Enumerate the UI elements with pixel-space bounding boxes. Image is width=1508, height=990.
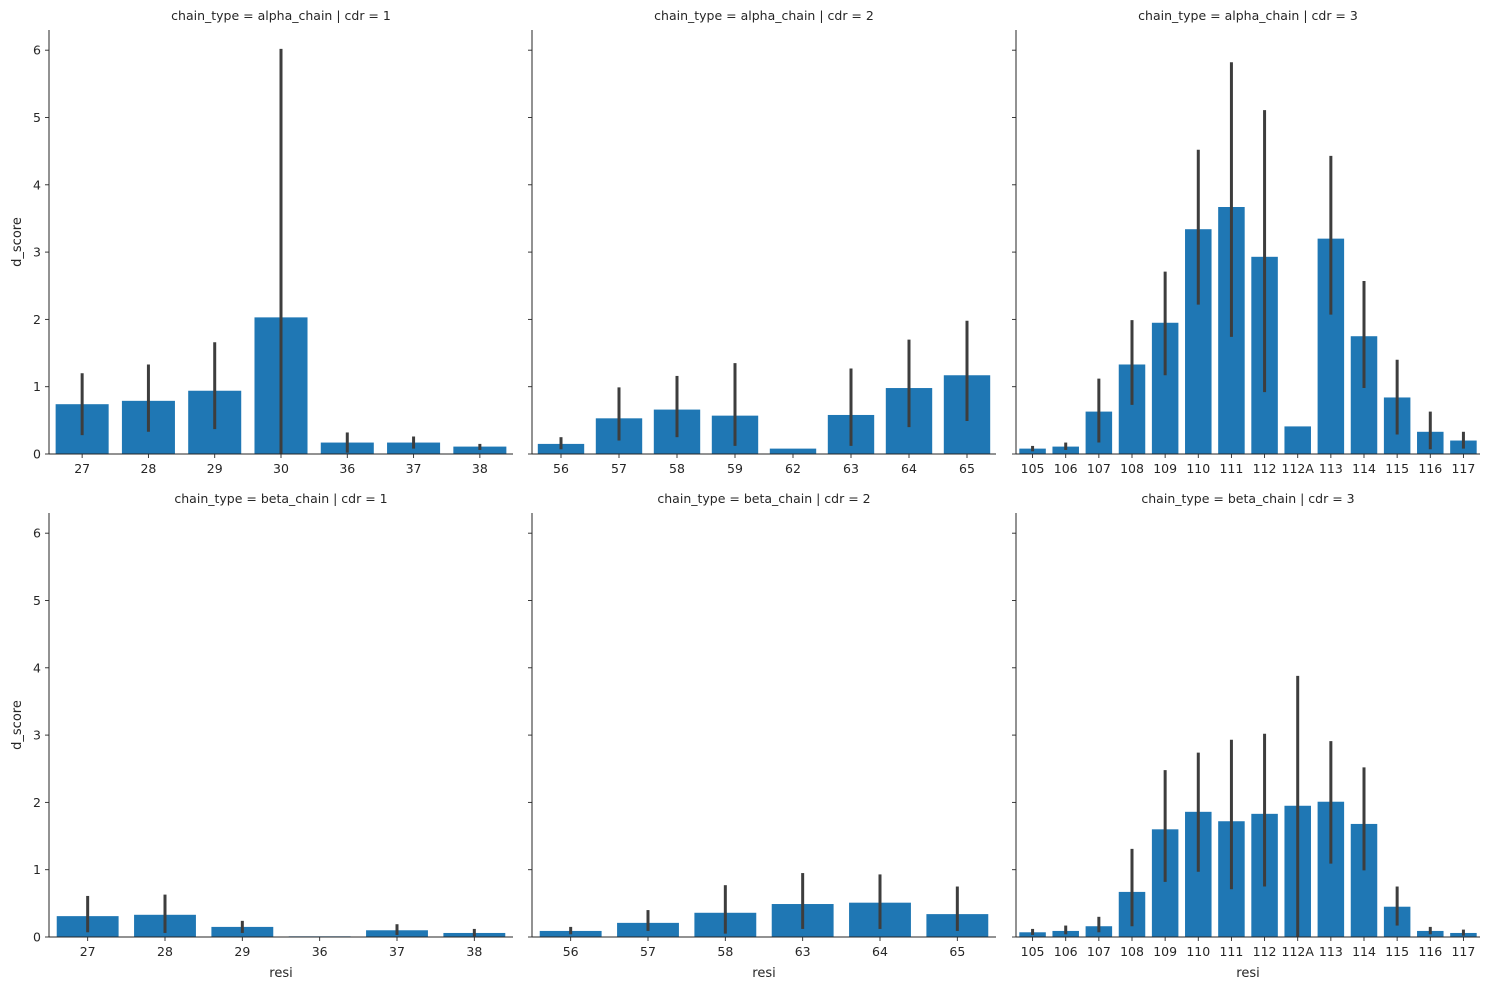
x-tick-label-112A: 112A [1282, 461, 1315, 476]
x-tick-label-37: 37 [406, 461, 422, 476]
bar-38 [453, 446, 507, 454]
facet-title: chain_type = alpha_chain | cdr = 3 [1138, 8, 1358, 23]
bar-106 [1052, 446, 1079, 454]
facet-panel-5: chain_type = beta_chain | cdr = 2 56 57 58 6… [528, 491, 996, 981]
facet-panel-4: chain_type = beta_chain | cdr = 1 27 28 29 3… [10, 491, 513, 981]
x-tick-label-29: 29 [207, 461, 223, 476]
y-tick-label-2: 2 [33, 312, 41, 327]
x-tick-label-108: 108 [1120, 944, 1144, 959]
x-tick-label-110: 110 [1186, 944, 1210, 959]
x-tick-label-108: 108 [1120, 461, 1144, 476]
y-tick-label-4: 4 [33, 660, 41, 675]
x-tick-label-114: 114 [1352, 461, 1376, 476]
facet-grid: chain_type = alpha_chain | cdr = 1 27 28 29… [10, 8, 1480, 981]
x-tick-label-63: 63 [795, 944, 811, 959]
x-tick-label-64: 64 [872, 944, 888, 959]
y-tick-label-5: 5 [33, 110, 41, 125]
x-tick-label-28: 28 [157, 944, 173, 959]
x-tick-label-115: 115 [1385, 461, 1409, 476]
x-tick-label-62: 62 [785, 461, 801, 476]
y-axis-label: d_score [10, 217, 25, 267]
x-tick-label-111: 111 [1219, 461, 1243, 476]
x-tick-label-107: 107 [1087, 944, 1111, 959]
facet-title: chain_type = beta_chain | cdr = 1 [174, 491, 387, 506]
x-tick-label-106: 106 [1054, 944, 1078, 959]
x-tick-label-107: 107 [1087, 461, 1111, 476]
facet-panel-6: chain_type = beta_chain | cdr = 3 105 106 1… [1012, 491, 1480, 981]
bar-62 [769, 448, 817, 454]
x-tick-label-36: 36 [339, 461, 355, 476]
x-tick-label-105: 105 [1021, 461, 1045, 476]
x-tick-label-109: 109 [1153, 944, 1177, 959]
x-tick-label-115: 115 [1385, 944, 1409, 959]
x-tick-label-38: 38 [472, 461, 488, 476]
x-tick-label-117: 117 [1451, 944, 1475, 959]
x-tick-label-114: 114 [1352, 944, 1376, 959]
x-tick-label-38: 38 [466, 944, 482, 959]
y-tick-label-1: 1 [33, 379, 41, 394]
facet-panel-3: chain_type = alpha_chain | cdr = 3 105 106… [1012, 8, 1480, 476]
x-tick-label-30: 30 [273, 461, 289, 476]
facet-title: chain_type = alpha_chain | cdr = 1 [171, 8, 391, 23]
y-tick-label-6: 6 [33, 43, 41, 58]
x-tick-label-112: 112 [1253, 461, 1277, 476]
facet-panel-1: chain_type = alpha_chain | cdr = 1 27 28 29… [10, 8, 513, 476]
x-tick-label-111: 111 [1219, 944, 1243, 959]
x-tick-label-56: 56 [563, 944, 579, 959]
x-tick-label-27: 27 [80, 944, 96, 959]
x-tick-label-106: 106 [1054, 461, 1078, 476]
y-tick-label-2: 2 [33, 795, 41, 810]
x-tick-label-65: 65 [949, 944, 965, 959]
y-tick-label-4: 4 [33, 177, 41, 192]
x-tick-label-64: 64 [901, 461, 917, 476]
facet-title: chain_type = beta_chain | cdr = 3 [1141, 491, 1354, 506]
facet-title: chain_type = beta_chain | cdr = 2 [657, 491, 870, 506]
y-tick-label-0: 0 [33, 930, 41, 945]
x-tick-label-58: 58 [717, 944, 733, 959]
x-tick-label-57: 57 [640, 944, 656, 959]
x-tick-label-29: 29 [234, 944, 250, 959]
y-tick-label-1: 1 [33, 862, 41, 877]
x-tick-label-56: 56 [553, 461, 569, 476]
x-tick-label-116: 116 [1418, 461, 1442, 476]
facet-panel-2: chain_type = alpha_chain | cdr = 2 56 57 58… [528, 8, 996, 476]
x-tick-label-36: 36 [312, 944, 328, 959]
x-tick-label-28: 28 [140, 461, 156, 476]
y-axis-label: d_score [10, 700, 25, 750]
x-tick-label-63: 63 [843, 461, 859, 476]
x-tick-label-117: 117 [1451, 461, 1475, 476]
x-tick-label-57: 57 [611, 461, 627, 476]
x-axis-label: resi [1236, 966, 1259, 981]
x-tick-label-116: 116 [1418, 944, 1442, 959]
x-tick-label-59: 59 [727, 461, 743, 476]
y-tick-label-5: 5 [33, 593, 41, 608]
x-tick-label-113: 113 [1319, 461, 1343, 476]
x-tick-label-27: 27 [74, 461, 90, 476]
x-tick-label-58: 58 [669, 461, 685, 476]
x-tick-label-105: 105 [1021, 944, 1045, 959]
x-tick-label-109: 109 [1153, 461, 1177, 476]
x-tick-label-112A: 112A [1282, 944, 1315, 959]
x-tick-label-37: 37 [389, 944, 405, 959]
x-tick-label-112: 112 [1253, 944, 1277, 959]
x-tick-label-110: 110 [1186, 461, 1210, 476]
x-axis-label: resi [269, 966, 292, 981]
x-tick-label-65: 65 [959, 461, 975, 476]
x-tick-label-113: 113 [1319, 944, 1343, 959]
bar-112A [1284, 426, 1311, 454]
y-tick-label-0: 0 [33, 447, 41, 462]
facet-title: chain_type = alpha_chain | cdr = 2 [654, 8, 874, 23]
x-axis-label: resi [752, 966, 775, 981]
y-tick-label-6: 6 [33, 526, 41, 541]
y-tick-label-3: 3 [33, 728, 41, 743]
y-tick-label-3: 3 [33, 245, 41, 260]
